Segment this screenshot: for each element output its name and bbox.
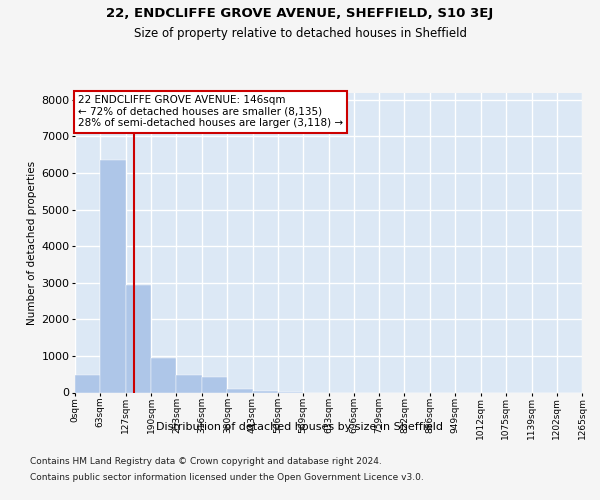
Bar <box>151 358 176 392</box>
Bar <box>227 389 253 392</box>
Bar <box>100 160 126 392</box>
Text: Contains HM Land Registry data © Crown copyright and database right 2024.: Contains HM Land Registry data © Crown c… <box>30 458 382 466</box>
Bar <box>202 377 227 392</box>
Bar <box>253 391 278 392</box>
Y-axis label: Number of detached properties: Number of detached properties <box>27 160 37 324</box>
Text: Contains public sector information licensed under the Open Government Licence v3: Contains public sector information licen… <box>30 472 424 482</box>
Text: 22 ENDCLIFFE GROVE AVENUE: 146sqm
← 72% of detached houses are smaller (8,135)
2: 22 ENDCLIFFE GROVE AVENUE: 146sqm ← 72% … <box>78 96 343 128</box>
Bar <box>126 284 151 393</box>
Text: 22, ENDCLIFFE GROVE AVENUE, SHEFFIELD, S10 3EJ: 22, ENDCLIFFE GROVE AVENUE, SHEFFIELD, S… <box>106 8 494 20</box>
Text: Size of property relative to detached houses in Sheffield: Size of property relative to detached ho… <box>133 28 467 40</box>
Text: Distribution of detached houses by size in Sheffield: Distribution of detached houses by size … <box>157 422 443 432</box>
Bar <box>75 374 100 392</box>
Bar <box>176 374 202 392</box>
